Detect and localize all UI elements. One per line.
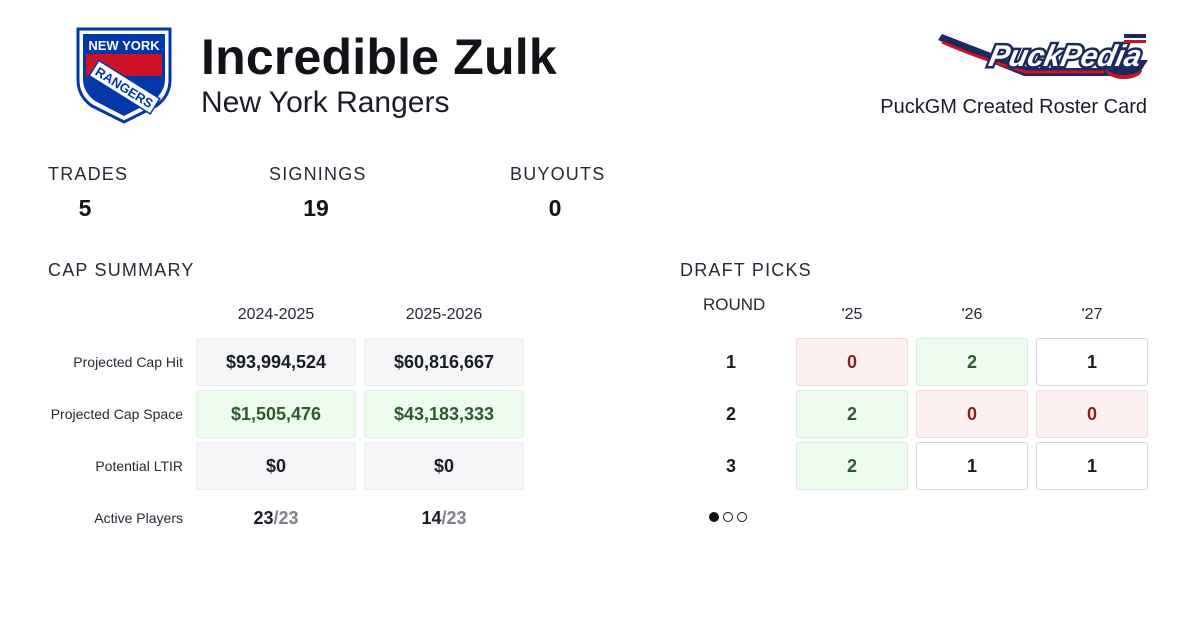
cap-hit-2024: $93,994,524: [196, 338, 356, 386]
pick-r3-2026: 1: [916, 442, 1028, 490]
active-players-count: 14: [421, 508, 442, 528]
team-logo: NEW YORK RANGERS: [76, 27, 172, 124]
card-caption: PuckGM Created Roster Card: [880, 96, 1147, 118]
pick-r3-2027: 1: [1036, 442, 1148, 490]
puckpedia-wordmark: PuckPedia: [986, 40, 1145, 73]
active-players-max: /23: [441, 508, 467, 528]
cap-row-label-cap-space: Projected Cap Space: [50, 406, 183, 422]
pick-r2-2027: 0: [1036, 390, 1148, 438]
round-number-1: 1: [725, 352, 736, 372]
round-number-3: 3: [725, 456, 736, 476]
pick-r2-2025: 2: [796, 390, 908, 438]
cap-hit-2025: $60,816,667: [364, 338, 524, 386]
pagination-dot-3[interactable]: [737, 512, 747, 522]
round-header: ROUND: [703, 295, 766, 314]
year-header-27: '27: [1081, 306, 1103, 323]
puckpedia-logo: PuckPedia: [938, 34, 1148, 79]
stat-value-signings: 19: [303, 195, 329, 221]
stat-label-buyouts: BUYOUTS: [510, 164, 606, 184]
ltir-2024: $0: [196, 442, 356, 490]
pick-r3-2025: 2: [796, 442, 908, 490]
cap-summary-title: CAP SUMMARY: [48, 260, 195, 280]
stat-label-signings: SIGNINGS: [269, 164, 367, 184]
season-header-1: 2024-2025: [237, 306, 315, 323]
pick-r1-2027: 1: [1036, 338, 1148, 386]
team-name: New York Rangers: [201, 86, 450, 119]
year-header-25: '25: [841, 306, 863, 323]
pick-r1-2026: 2: [916, 338, 1028, 386]
cap-row-label-ltir: Potential LTIR: [95, 458, 183, 474]
stat-value-buyouts: 0: [548, 195, 562, 221]
round-number-2: 2: [725, 404, 736, 424]
pick-r1-2025: 0: [796, 338, 908, 386]
active-players-2024: 23/23: [196, 507, 356, 529]
team-logo-line1: NEW YORK: [88, 38, 160, 53]
player-name: Incredible Zulk: [201, 29, 557, 85]
cap-space-2025: $43,183,333: [364, 390, 524, 438]
pagination-dot-1[interactable]: [709, 512, 719, 522]
cap-row-label-active-players: Active Players: [94, 510, 183, 526]
draft-picks-title: DRAFT PICKS: [680, 260, 812, 280]
cap-row-label-cap-hit: Projected Cap Hit: [73, 354, 183, 370]
active-players-count: 23: [253, 508, 274, 528]
stat-value-trades: 5: [78, 195, 92, 221]
pagination-dot-2[interactable]: [723, 512, 733, 522]
active-players-max: /23: [273, 508, 299, 528]
pick-r2-2026: 0: [916, 390, 1028, 438]
active-players-2025: 14/23: [364, 507, 524, 529]
pagination-dots: [709, 512, 751, 523]
season-header-2: 2025-2026: [405, 306, 483, 323]
cap-space-2024: $1,505,476: [196, 390, 356, 438]
year-header-26: '26: [961, 306, 983, 323]
stat-label-trades: TRADES: [48, 164, 129, 184]
ltir-2025: $0: [364, 442, 524, 490]
